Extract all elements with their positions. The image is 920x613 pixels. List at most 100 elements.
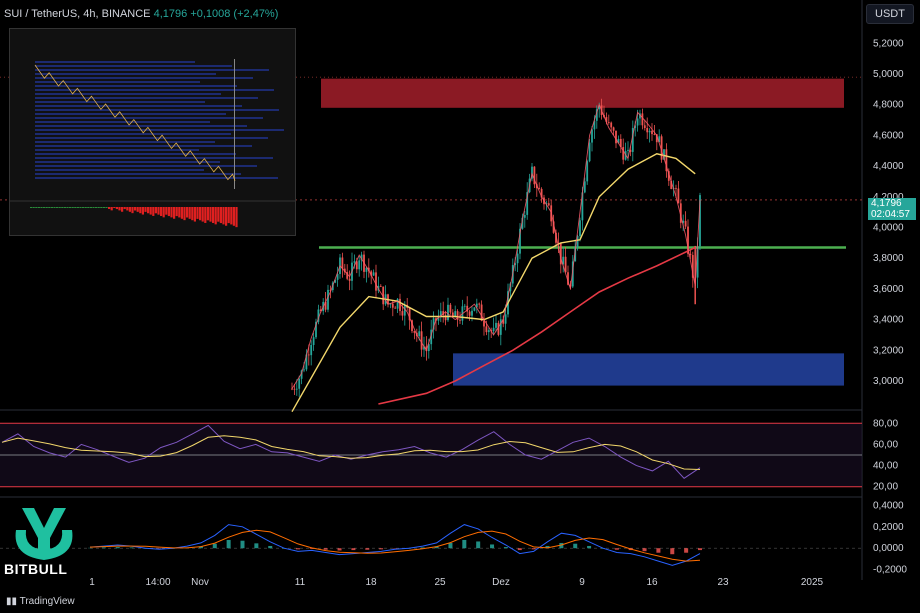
candle-body	[389, 303, 392, 305]
inset-volume-bar	[30, 207, 33, 208]
inset-volume-bar	[40, 207, 43, 208]
candle-body	[533, 166, 536, 185]
candle-body	[451, 312, 454, 318]
candle-body	[586, 161, 589, 182]
inset-profile-bar	[35, 61, 195, 63]
inset-volume-bar	[235, 207, 238, 228]
macd-signal-line	[89, 529, 701, 562]
price-tick-label: 5,0000	[873, 69, 904, 80]
macd-bar	[517, 548, 522, 551]
signal-line	[291, 103, 701, 389]
inset-volume-bar	[219, 207, 222, 224]
price-tick-label: 3,2000	[873, 345, 904, 356]
candle-body	[502, 319, 505, 324]
candle-body	[382, 286, 385, 305]
inset-volume-bar	[183, 207, 186, 221]
inset-profile-bar	[35, 77, 253, 79]
candle-body	[425, 346, 428, 352]
price-tag: 4,1796 02:04:57	[868, 198, 916, 220]
candle-body	[567, 272, 569, 285]
candle-body	[291, 388, 293, 390]
inset-profile-bar	[35, 121, 210, 123]
time-tick-label: 1	[89, 577, 95, 588]
candle-body	[675, 187, 677, 189]
candle-body	[413, 331, 416, 333]
candle-body	[653, 134, 656, 135]
candle-body	[396, 298, 399, 309]
candle-body	[610, 122, 613, 128]
macd-line	[89, 524, 701, 566]
candle-body	[459, 319, 461, 321]
candle-body	[324, 301, 327, 310]
macd-bar	[129, 547, 134, 549]
candle-body	[408, 307, 411, 321]
candle-body	[684, 220, 687, 227]
currency-button[interactable]: USDT	[866, 4, 914, 24]
candle-body	[591, 129, 593, 143]
candle-body	[677, 188, 680, 204]
inset-volume-bar	[154, 207, 157, 214]
inset-volume-bar	[186, 207, 189, 218]
time-tick-label: 18	[365, 577, 377, 588]
candle-body	[401, 311, 404, 316]
inset-volume-bar	[139, 207, 142, 214]
macd-bar	[365, 548, 370, 550]
candle-body	[643, 125, 646, 129]
candle-body	[403, 304, 406, 316]
candle-body	[552, 221, 555, 233]
candle-body	[355, 261, 358, 270]
candle-body	[495, 322, 497, 328]
inset-volume-bar	[123, 207, 126, 210]
inset-volume-bar	[188, 207, 191, 219]
candle-body	[655, 134, 658, 143]
candle-body	[487, 330, 490, 333]
inset-volume-bar	[92, 207, 95, 208]
candle-body	[394, 307, 397, 309]
inset-chart-screenshot	[9, 28, 296, 236]
inset-profile-bar	[35, 73, 216, 75]
inset-volume-bar	[180, 207, 183, 219]
candle-body	[420, 331, 423, 350]
candle-body	[499, 319, 502, 335]
candle-body	[648, 130, 651, 133]
macd-bar	[379, 548, 384, 550]
candle-body	[430, 329, 433, 345]
inset-profile-bar	[35, 173, 241, 175]
candle-body	[651, 130, 653, 135]
time-tick-label: Dez	[492, 577, 510, 588]
inset-volume-bar	[165, 207, 168, 215]
candle-body	[480, 304, 483, 321]
inset-volume-bar	[175, 207, 178, 217]
inset-profile-bar	[35, 109, 279, 111]
last-price: 4,1796	[153, 8, 188, 20]
inset-profile-bar	[35, 133, 231, 135]
macd-bar	[476, 541, 481, 549]
inset-volume-bar	[35, 207, 38, 208]
inset-volume-bar	[162, 207, 165, 218]
macd-bar	[254, 543, 259, 549]
candle-body	[593, 120, 596, 130]
rsi-tick-label: 80,00	[873, 418, 898, 429]
time-tick-label: 25	[434, 577, 446, 588]
candle-body	[399, 298, 401, 312]
inset-volume-bar	[128, 207, 131, 212]
inset-volume-bar	[110, 207, 113, 211]
candle-body	[612, 127, 615, 131]
inset-volume-bar	[82, 207, 85, 208]
candle-body	[660, 136, 663, 160]
candle-body	[432, 318, 435, 330]
inset-profile-bar	[35, 129, 284, 131]
price-tick-label: 3,0000	[873, 376, 904, 387]
ema-long-line	[378, 246, 696, 405]
candle-body	[689, 253, 692, 256]
candle-body	[523, 214, 526, 218]
candle-body	[639, 113, 641, 119]
inset-volume-bar	[53, 207, 56, 208]
inset-volume-bar	[222, 207, 225, 225]
candle-body	[447, 304, 449, 321]
time-tick-label: 9	[579, 577, 585, 588]
candle-body	[540, 188, 543, 198]
candle-body	[516, 253, 519, 264]
candle-body	[627, 149, 629, 151]
